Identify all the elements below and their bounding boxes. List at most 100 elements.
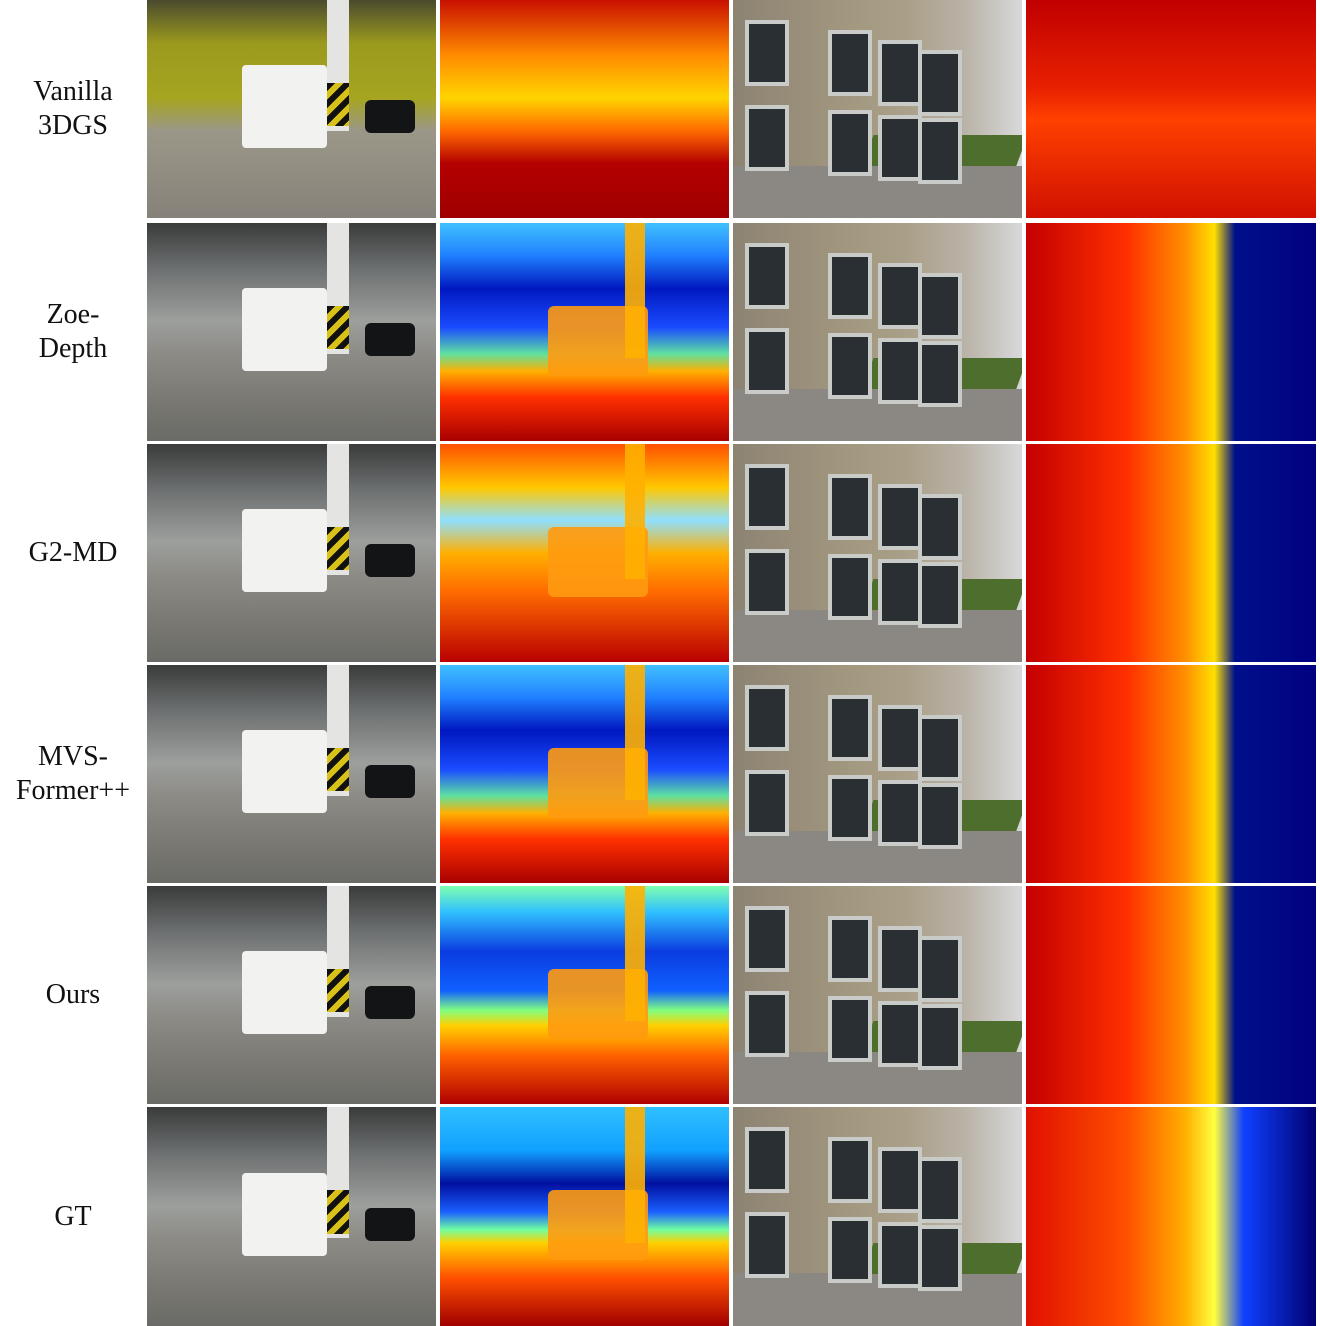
- pillar-stripes: [327, 527, 349, 571]
- truck: [242, 730, 327, 813]
- building-render: [733, 223, 1022, 441]
- figure: Vanilla3DGSZoe-DepthG2-MDMVS-Former++Our…: [0, 0, 1320, 1326]
- garage-depth-map: [440, 444, 729, 662]
- car: [365, 765, 415, 798]
- pillar-stripes: [327, 969, 349, 1013]
- window: [745, 1212, 789, 1278]
- garage-depth-map: [440, 223, 729, 441]
- pillar-stripes: [327, 1190, 349, 1234]
- depth-pole: [625, 665, 645, 800]
- window: [745, 328, 789, 394]
- truck: [242, 951, 327, 1034]
- truck: [242, 509, 327, 592]
- window: [878, 926, 922, 992]
- car: [365, 544, 415, 577]
- window: [745, 906, 789, 972]
- building-render: [733, 1107, 1022, 1326]
- window: [745, 685, 789, 751]
- garage-render: [147, 0, 436, 218]
- window: [878, 40, 922, 106]
- window: [878, 115, 922, 181]
- window: [918, 494, 962, 560]
- window: [918, 1225, 962, 1291]
- building-depth-map: [1026, 886, 1316, 1104]
- window: [745, 1127, 789, 1193]
- garage-render: [147, 444, 436, 662]
- window: [828, 110, 872, 176]
- garage-render: [147, 665, 436, 883]
- building-depth-map: [1026, 444, 1316, 662]
- car: [365, 986, 415, 1019]
- window: [745, 991, 789, 1057]
- pillar-stripes: [327, 83, 349, 127]
- garage-render: [147, 886, 436, 1104]
- window: [918, 341, 962, 407]
- row-label: GT: [0, 1107, 146, 1326]
- depth-pole: [625, 223, 645, 358]
- window: [878, 338, 922, 404]
- window: [918, 1157, 962, 1223]
- label-line: Depth: [39, 332, 107, 366]
- building-depth-map: [1026, 223, 1316, 441]
- window: [828, 916, 872, 982]
- window: [878, 559, 922, 625]
- car: [365, 1208, 415, 1241]
- window: [918, 1004, 962, 1070]
- window: [878, 1147, 922, 1213]
- garage-render: [147, 223, 436, 441]
- window: [828, 775, 872, 841]
- window: [918, 273, 962, 339]
- row-label: Zoe-Depth: [0, 223, 146, 441]
- window: [828, 996, 872, 1062]
- car: [365, 323, 415, 356]
- window: [745, 105, 789, 171]
- building-depth-map: [1026, 0, 1316, 218]
- building-render: [733, 0, 1022, 218]
- building-render: [733, 886, 1022, 1104]
- window: [918, 118, 962, 184]
- window: [878, 780, 922, 846]
- window: [828, 253, 872, 319]
- row-label: Ours: [0, 886, 146, 1104]
- depth-pole: [625, 1107, 645, 1243]
- window: [828, 1137, 872, 1203]
- row-label: MVS-Former++: [0, 665, 146, 883]
- window: [828, 474, 872, 540]
- truck: [242, 288, 327, 371]
- window: [828, 695, 872, 761]
- window: [745, 464, 789, 530]
- window: [878, 1222, 922, 1288]
- window: [878, 705, 922, 771]
- label-line: Former++: [16, 774, 130, 808]
- building-render: [733, 665, 1022, 883]
- window: [745, 770, 789, 836]
- window: [918, 783, 962, 849]
- garage-depth-map: [440, 665, 729, 883]
- figure-row: MVS-Former++: [0, 665, 1320, 883]
- window: [745, 243, 789, 309]
- window: [878, 263, 922, 329]
- pillar-stripes: [327, 748, 349, 792]
- window: [828, 333, 872, 399]
- label-line: Vanilla: [33, 75, 112, 109]
- truck: [242, 1173, 327, 1256]
- building-depth-map: [1026, 665, 1316, 883]
- label-line: MVS-: [38, 740, 108, 774]
- window: [918, 715, 962, 781]
- car: [365, 100, 415, 133]
- window: [878, 484, 922, 550]
- garage-depth-map: [440, 1107, 729, 1326]
- window: [745, 549, 789, 615]
- window: [918, 50, 962, 116]
- label-line: Ours: [46, 978, 100, 1012]
- truck: [242, 65, 327, 148]
- window: [745, 20, 789, 86]
- window: [918, 936, 962, 1002]
- garage-depth-map: [440, 0, 729, 218]
- label-line: GT: [54, 1200, 91, 1234]
- row-label: G2-MD: [0, 444, 146, 662]
- pillar-stripes: [327, 306, 349, 350]
- figure-row: GT: [0, 1107, 1320, 1326]
